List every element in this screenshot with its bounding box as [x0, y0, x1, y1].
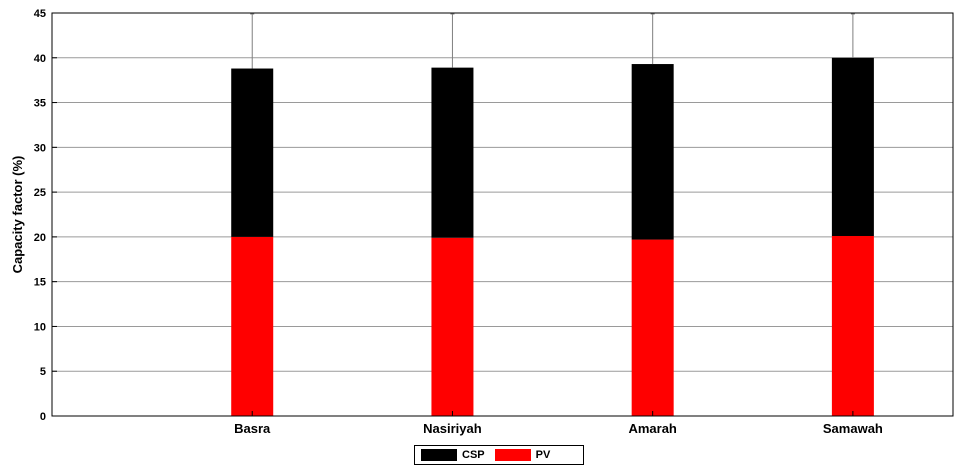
bar-csp-basra [231, 68, 274, 237]
y-tick-label: 40 [34, 53, 46, 65]
legend-label-csp: CSP [462, 449, 485, 461]
bar-pv-samawah [831, 235, 874, 416]
x-tick-label: Samawah [823, 421, 883, 436]
y-tick-label: 5 [40, 366, 46, 378]
x-tick-label: Nasiriyah [423, 421, 482, 436]
x-tick-label: Basra [234, 421, 271, 436]
y-axis-label: Capacity factor (%) [10, 156, 25, 274]
x-tick-label: Amarah [628, 421, 676, 436]
y-tick-label: 35 [34, 98, 46, 110]
legend-swatch-csp [421, 449, 457, 461]
y-tick-label: 25 [34, 187, 46, 199]
legend-item-csp: CSP [421, 449, 485, 461]
x-axis-ticks: Basra Nasiriyah Amarah Samawah [234, 411, 883, 436]
y-tick-label: 30 [34, 142, 46, 154]
bar-pv-amarah [631, 239, 674, 416]
y-tick-label: 0 [40, 411, 46, 423]
grid-lines [52, 12, 953, 417]
bar-pv-nasiriyah [431, 237, 474, 416]
y-tick-label: 20 [34, 232, 46, 244]
bar-csp-samawah [831, 57, 874, 236]
bar-csp-nasiriyah [431, 67, 474, 238]
y-tick-label: 15 [34, 277, 46, 289]
legend-item-pv: PV [494, 449, 551, 461]
legend-label-pv: PV [535, 449, 551, 461]
bar-chart: 0 5 10 15 20 25 30 35 40 45 Basra Nasiriyah Amarah S… [10, 8, 954, 436]
legend-swatch-pv [494, 449, 531, 461]
bar-csp-amarah [631, 64, 674, 240]
y-axis-ticks: 0 5 10 15 20 25 30 35 40 45 [34, 8, 57, 423]
axes-box [51, 12, 954, 417]
error-bars [250, 13, 855, 69]
bars [231, 57, 874, 416]
bar-pv-basra [231, 236, 274, 416]
y-tick-label: 10 [34, 321, 46, 333]
y-tick-label: 45 [34, 8, 46, 20]
legend: CSP PV [414, 445, 584, 465]
